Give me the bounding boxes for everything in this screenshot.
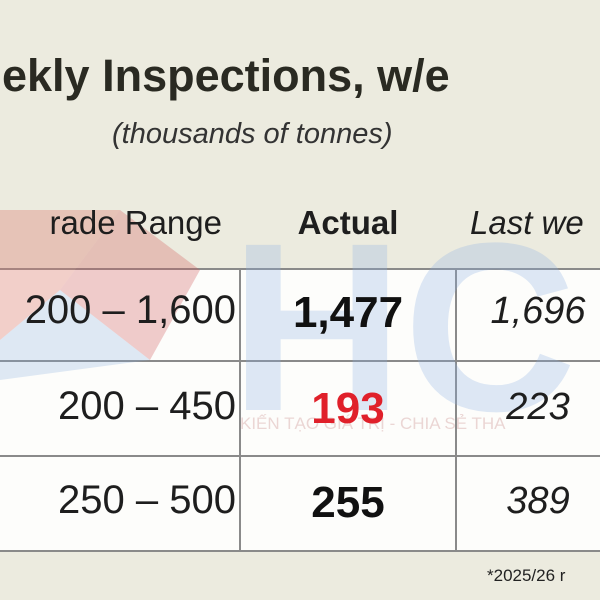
column-divider (239, 268, 241, 550)
column-divider (455, 268, 457, 550)
title: ekly Inspections, w/e (2, 50, 450, 101)
subtitle: (thousands of tonnes) (112, 118, 393, 150)
header-cell: Last we (470, 204, 584, 241)
logo-shape (60, 210, 200, 360)
logo-shape (0, 210, 120, 340)
table-cell: 223 (506, 386, 570, 428)
header-cell: rade Range (49, 204, 222, 241)
header-cell: Actual (297, 204, 399, 241)
watermark-text: KIẾN TẠO GIÁ TRỊ - CHIA SẺ THA (240, 414, 506, 433)
table-body (0, 268, 600, 552)
footnote: *2025/26 r (487, 566, 566, 585)
table-cell: 1,696 (490, 290, 586, 332)
table-cell: 193 (311, 384, 385, 433)
logo-shape (0, 290, 150, 380)
table-cell: 200 – 1,600 (24, 288, 236, 332)
row-divider (0, 455, 600, 457)
table-cell: 250 – 500 (58, 478, 236, 522)
table-cell: 255 (311, 478, 385, 527)
row-divider (0, 360, 600, 362)
table-cell: 389 (506, 480, 570, 522)
table-cell: 1,477 (292, 288, 404, 337)
logo-letters: HC (230, 193, 577, 461)
table-cell: 200 – 450 (58, 384, 236, 428)
